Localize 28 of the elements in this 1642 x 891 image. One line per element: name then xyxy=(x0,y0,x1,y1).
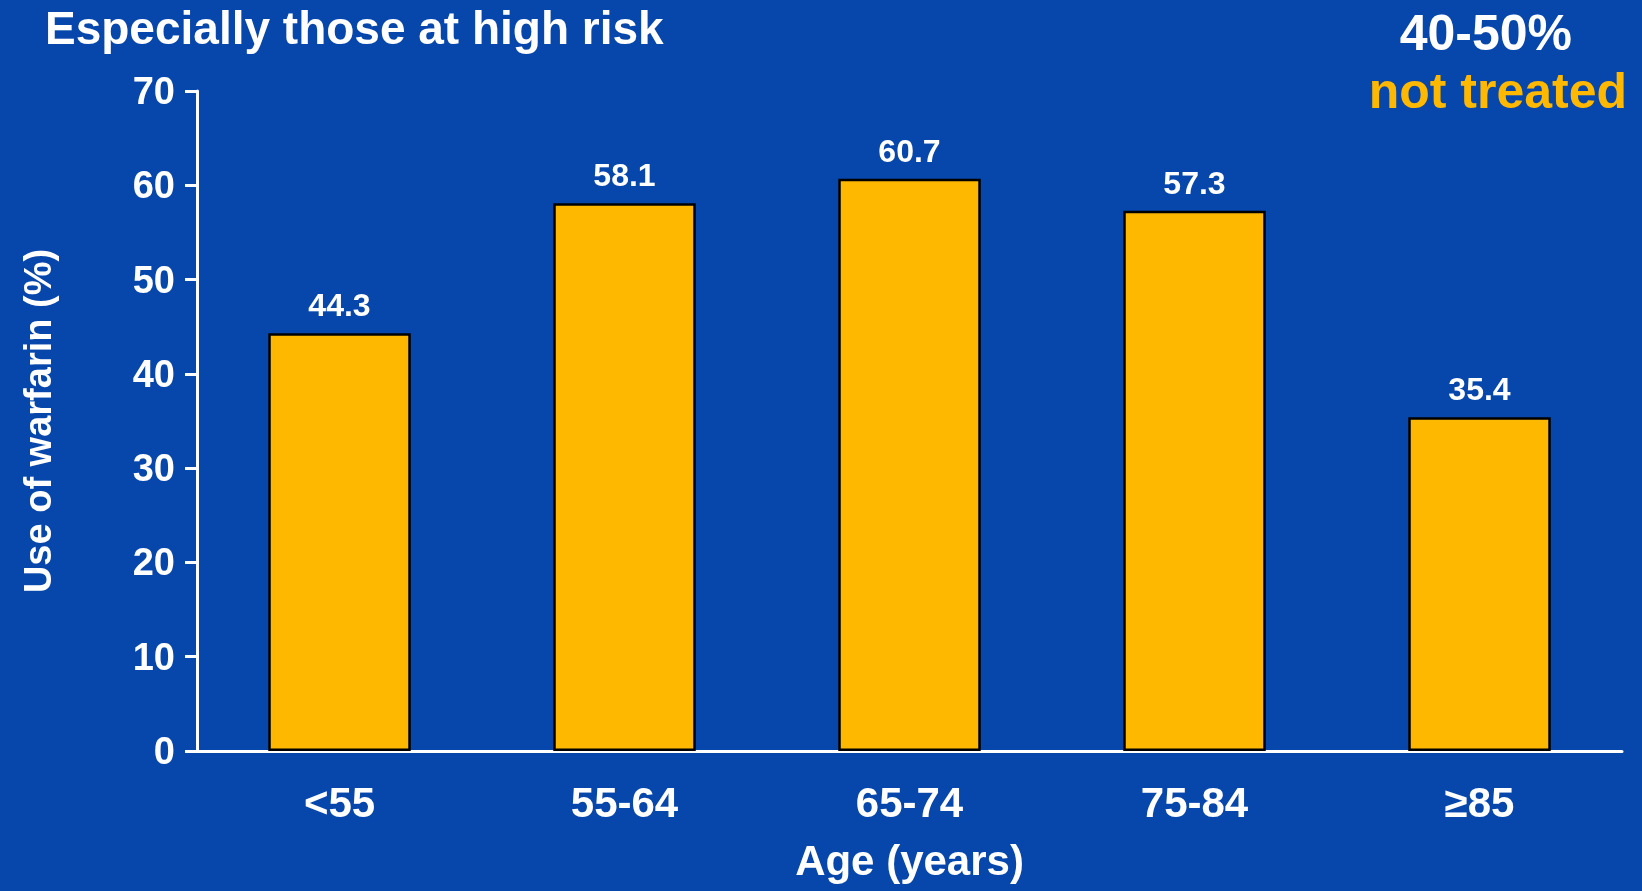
x-axis-title: Age (years) xyxy=(795,836,1024,884)
y-tick-label: 70 xyxy=(132,70,175,112)
y-tick-label: 50 xyxy=(132,258,175,301)
bar xyxy=(1123,210,1266,751)
y-axis-title: Use of warfarin (%) xyxy=(17,248,59,594)
y-tick-label: 20 xyxy=(132,541,175,584)
y-tick-label: 0 xyxy=(153,730,175,772)
y-tick-label: 30 xyxy=(132,447,175,490)
x-tick-label: 65-74 xyxy=(855,778,964,826)
x-tick-label: 55-64 xyxy=(570,778,679,826)
y-tick-label: 40 xyxy=(132,352,175,395)
bar xyxy=(553,203,696,751)
x-tick-label: 75-84 xyxy=(1140,778,1249,826)
data-label: 57.3 xyxy=(1163,164,1226,201)
data-label: 35.4 xyxy=(1448,371,1511,408)
y-tick-label: 60 xyxy=(132,164,175,207)
bar xyxy=(1408,417,1551,751)
x-tick-label: <55 xyxy=(303,778,376,826)
data-label: 58.1 xyxy=(593,157,656,194)
bar xyxy=(268,333,411,751)
chart-title: Especially those at high risk xyxy=(45,2,665,54)
x-tick-label: ≥85 xyxy=(1444,778,1515,826)
bar xyxy=(838,178,981,751)
data-label: 60.7 xyxy=(878,132,941,169)
y-tick-label: 10 xyxy=(132,635,175,678)
annotation: not treated xyxy=(1368,63,1627,119)
data-label: 44.3 xyxy=(308,287,371,324)
text: 40-50% xyxy=(1399,5,1572,61)
